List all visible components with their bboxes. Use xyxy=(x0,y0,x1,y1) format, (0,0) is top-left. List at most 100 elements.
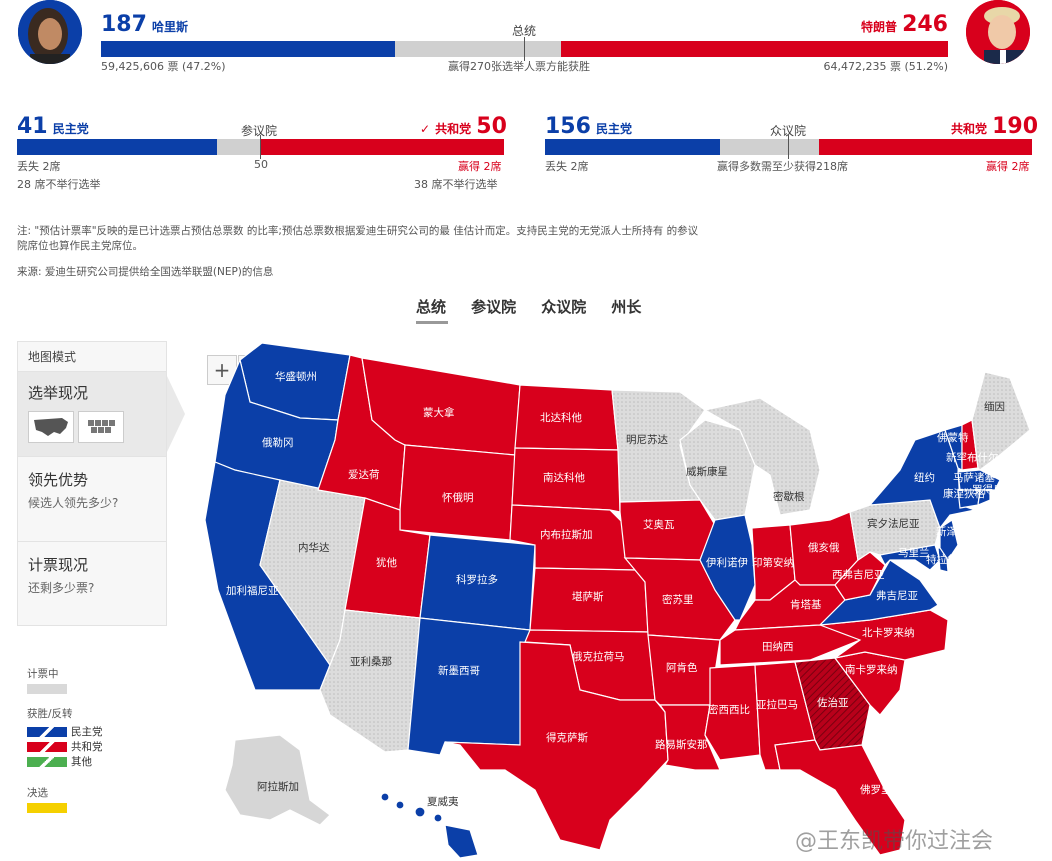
label-nc: 北卡罗来纳 xyxy=(862,626,915,639)
race-tabs: 总统 参议院 众议院 州长 xyxy=(416,296,661,317)
legend-dem-swatch xyxy=(27,727,67,737)
watermark: @王东凯带你过注会 xyxy=(795,829,994,854)
president-bar xyxy=(101,37,948,61)
trump-name: 特朗普 xyxy=(860,20,897,34)
state-me[interactable] xyxy=(971,371,1031,471)
house-midline: 赢得多数需至少获得218席 xyxy=(717,160,848,173)
legend-winflip-label: 获胜/反转 xyxy=(27,708,73,720)
senate-check-icon: ✓ xyxy=(420,122,431,136)
mode-margin-subtitle: 候选人领先多少? xyxy=(28,496,119,510)
label-mn: 明尼苏达 xyxy=(626,433,668,446)
senate-bar-dem xyxy=(17,139,217,155)
note-text: 注: "预估计票率"反映的是已计选票占预估总票数 的比率;预估总票数根据爱迪生研… xyxy=(17,225,699,252)
senate-dem-seats: 41 xyxy=(17,114,48,139)
state-va[interactable] xyxy=(818,559,939,626)
president-bar-rep xyxy=(560,41,948,57)
state-md[interactable] xyxy=(879,544,941,571)
label-ut: 犹他 xyxy=(376,556,397,569)
house-dem-label: 民主党 xyxy=(596,122,633,136)
house-rep-label: 共和党 xyxy=(951,122,988,136)
state-ri[interactable] xyxy=(977,489,991,506)
label-ct: 康涅狄格 xyxy=(943,487,985,500)
trump-portrait-icon xyxy=(966,0,1030,64)
senate-dem-change: 丢失 2席 xyxy=(17,160,61,173)
legend-counting-label: 计票中 xyxy=(27,668,59,680)
label-ky: 肯塔基 xyxy=(790,598,822,611)
senate-midline: 50 xyxy=(254,158,268,171)
state-tx[interactable] xyxy=(444,641,669,851)
state-nm[interactable] xyxy=(407,617,531,756)
label-ks: 堪萨斯 xyxy=(572,590,604,603)
cartogram-view-button[interactable] xyxy=(78,411,124,443)
senate-rep-count: ✓ 共和党 50 xyxy=(420,114,507,139)
label-wv: 西弗吉尼亚 xyxy=(832,568,885,581)
harris-name: 哈里斯 xyxy=(152,20,189,34)
label-me: 缅因 xyxy=(984,400,1005,413)
house-bar xyxy=(545,135,1032,159)
senate-bar-undecided xyxy=(216,139,261,155)
senate-rep-not-up: 38 席不举行选举 xyxy=(414,178,498,191)
president-title: 总统 xyxy=(512,24,537,38)
state-hi[interactable] xyxy=(380,792,479,859)
state-labels: 华盛顿州 俄勒冈 加利福尼亚 内华达 爱达荷 蒙大拿 怀俄明 犹他 科罗拉多 亚… xyxy=(226,370,1005,808)
source-text: 来源: 爱迪生研究公司提供给全国选举联盟(NEP)的信息 xyxy=(17,266,274,278)
label-nm: 新墨西哥 xyxy=(438,664,480,677)
harris-popular-vote: 59,425,606 票 (47.2%) xyxy=(101,60,226,73)
label-nd: 北达科他 xyxy=(540,411,582,424)
state-sd[interactable] xyxy=(511,447,621,513)
legend-runoff-label: 决选 xyxy=(27,787,48,799)
label-ny: 纽约 xyxy=(914,471,935,484)
label-ri: 罗得岛 xyxy=(972,483,1004,496)
trump-popular-vote: 64,472,235 票 (51.2%) xyxy=(823,60,948,73)
label-ga: 佐治亚 xyxy=(817,696,849,709)
tab-house[interactable]: 众议院 xyxy=(541,298,587,316)
legend-other-swatch xyxy=(27,757,67,767)
label-ok: 俄克拉荷马 xyxy=(572,650,625,663)
house-dem-change: 丢失 2席 xyxy=(545,160,589,173)
mode-margin-title: 领先优势 xyxy=(28,471,89,489)
house-mid-tick xyxy=(788,135,789,159)
legend-counting-swatch xyxy=(27,684,67,694)
label-or: 俄勒冈 xyxy=(262,436,294,449)
label-ms: 密西西比 xyxy=(708,703,750,716)
label-nj: 新泽西 xyxy=(936,525,968,538)
state-mi[interactable] xyxy=(703,397,821,516)
trump-ev: 特朗普 246 xyxy=(861,12,948,37)
tab-senate[interactable]: 参议院 xyxy=(471,298,517,316)
senate-dem-count: 41 民主党 xyxy=(17,114,89,139)
label-id: 爱达荷 xyxy=(348,468,380,481)
tab-governor[interactable]: 州长 xyxy=(611,298,642,316)
house-dem-seats: 156 xyxy=(545,114,591,139)
mode-election-status-title: 选举现况 xyxy=(28,384,89,402)
legend-rep-swatch xyxy=(27,742,67,752)
senate-rep-seats: 50 xyxy=(476,114,507,139)
senate-bar xyxy=(17,135,504,159)
house-rep-change: 赢得 2席 xyxy=(986,160,1030,173)
mode-margin[interactable]: 领先优势 候选人领先多少? xyxy=(18,456,166,541)
map-legend: 计票中 获胜/反转 民主党 共和党 其他 决选 xyxy=(27,666,103,813)
mode-count-status[interactable]: 计票现况 还剩多少票? xyxy=(18,541,166,626)
legend-dem-label: 民主党 xyxy=(71,726,103,738)
tab-active-underline xyxy=(416,321,448,324)
harris-ev-count: 187 xyxy=(101,12,147,37)
us-map-view-button[interactable] xyxy=(28,411,74,443)
house-bar-dem xyxy=(545,139,720,155)
senate-title: 参议院 xyxy=(241,124,278,138)
label-ca: 加利福尼亚 xyxy=(226,584,279,597)
president-threshold: 赢得270张选举人票方能获胜 xyxy=(448,60,590,73)
president-270-tick xyxy=(524,37,525,61)
state-ma[interactable] xyxy=(957,469,1001,491)
mode-count-status-title: 计票现况 xyxy=(28,556,89,574)
us-election-map: 华盛顿州 俄勒冈 加利福尼亚 内华达 爱达荷 蒙大拿 怀俄明 犹他 科罗拉多 亚… xyxy=(204,342,1031,859)
label-sd: 南达科他 xyxy=(543,471,585,484)
tab-president[interactable]: 总统 xyxy=(416,298,447,316)
state-ak[interactable] xyxy=(224,734,331,826)
harris-portrait-icon xyxy=(18,0,82,64)
state-nj[interactable] xyxy=(939,519,959,562)
label-tn: 田纳西 xyxy=(762,640,794,653)
state-fl[interactable] xyxy=(765,739,906,856)
label-mo: 密苏里 xyxy=(662,593,694,606)
state-wy[interactable] xyxy=(399,444,516,541)
mode-election-status[interactable]: 选举现况 xyxy=(18,372,166,456)
senate-bar-rep xyxy=(260,139,504,155)
